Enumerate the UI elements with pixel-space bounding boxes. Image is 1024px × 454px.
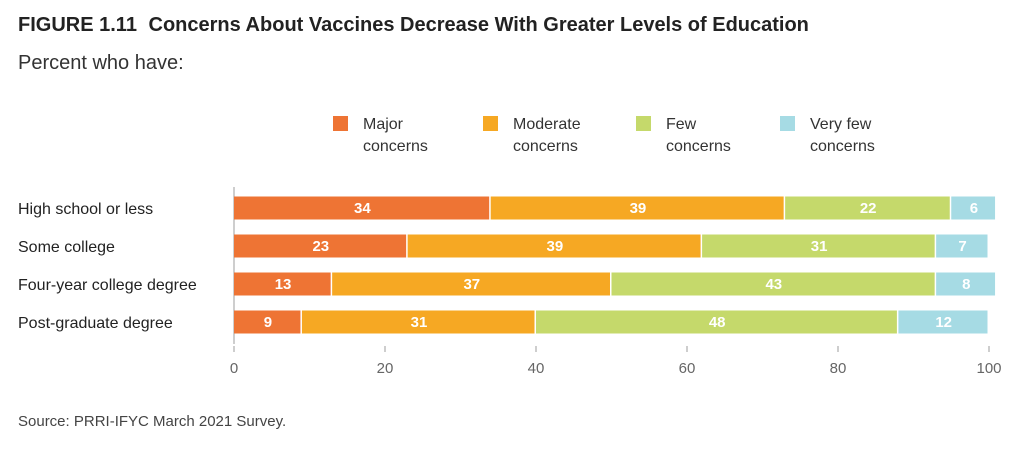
x-tick-label-60: 60 [679, 360, 696, 377]
bar-label-few-concerns-post-graduate-degree: 48 [709, 314, 726, 331]
bar-moderate-concerns-post-graduate-degree [301, 310, 535, 334]
x-tick-label-20: 20 [377, 360, 394, 377]
bar-moderate-concerns-some-college [407, 234, 701, 258]
bar-moderate-concerns-high-school-or-less [490, 196, 784, 220]
bar-very-few-concerns-post-graduate-degree [898, 310, 988, 334]
bar-major-concerns-post-graduate-degree [234, 310, 301, 334]
category-label-high-school-or-less: High school or less [18, 201, 153, 218]
bar-few-concerns-some-college [702, 234, 935, 258]
category-label-four-year-college-degree: Four-year college degree [18, 277, 197, 294]
bar-label-moderate-concerns-high-school-or-less: 39 [630, 200, 647, 217]
bar-label-very-few-concerns-some-college: 7 [958, 238, 966, 255]
legend-label-moderate-concerns: concerns [513, 138, 578, 155]
source-note: Source: PRRI-IFYC March 2021 Survey. [18, 413, 287, 430]
bar-major-concerns-high-school-or-less [234, 196, 490, 220]
bar-label-moderate-concerns-post-graduate-degree: 31 [411, 314, 428, 331]
bar-label-moderate-concerns-some-college: 39 [547, 238, 564, 255]
bar-label-few-concerns-four-year-college-degree: 43 [765, 276, 782, 293]
bar-few-concerns-high-school-or-less [785, 196, 950, 220]
figure-number: FIGURE 1.11 [18, 14, 137, 36]
bar-few-concerns-four-year-college-degree [611, 272, 935, 296]
bar-label-very-few-concerns-post-graduate-degree: 12 [935, 314, 952, 331]
legend-swatch-moderate-concerns [483, 116, 498, 131]
bar-major-concerns-four-year-college-degree [234, 272, 331, 296]
category-label-some-college: Some college [18, 239, 115, 256]
figure-title: Concerns About Vaccines Decrease With Gr… [148, 14, 809, 36]
bar-major-concerns-some-college [234, 234, 407, 258]
bar-label-very-few-concerns-four-year-college-degree: 8 [962, 276, 970, 293]
bar-label-major-concerns-high-school-or-less: 34 [354, 200, 371, 217]
legend-label-few-concerns: Few [666, 116, 697, 133]
legend-label-major-concerns: concerns [363, 138, 428, 155]
legend-label-moderate-concerns: Moderate [513, 116, 581, 133]
bar-very-few-concerns-some-college [936, 234, 988, 258]
legend-label-major-concerns: Major [363, 116, 404, 133]
bar-label-major-concerns-four-year-college-degree: 13 [275, 276, 292, 293]
bar-label-very-few-concerns-high-school-or-less: 6 [970, 200, 978, 217]
bar-moderate-concerns-four-year-college-degree [332, 272, 610, 296]
bar-label-few-concerns-high-school-or-less: 22 [860, 200, 877, 217]
bar-label-major-concerns-post-graduate-degree: 9 [264, 314, 272, 331]
bar-very-few-concerns-high-school-or-less [951, 196, 996, 220]
bar-label-few-concerns-some-college: 31 [811, 238, 828, 255]
x-tick-label-40: 40 [528, 360, 545, 377]
stacked-bar-chart: Major concerns Moderate concerns Few concerns… [18, 116, 1002, 377]
x-tick-label-0: 0 [230, 360, 238, 377]
legend-label-very-few-concerns: Very few [810, 116, 872, 133]
legend-label-very-few-concerns: concerns [810, 138, 875, 155]
legend-swatch-very-few-concerns [780, 116, 795, 131]
legend-label-few-concerns: concerns [666, 138, 731, 155]
x-tick-label-100: 100 [976, 360, 1001, 377]
legend-swatch-few-concerns [636, 116, 651, 131]
chart-title: FIGURE 1.11 Concerns About Vaccines Decr… [18, 14, 809, 37]
bar-label-moderate-concerns-four-year-college-degree: 37 [463, 276, 480, 293]
category-label-post-graduate-degree: Post-graduate degree [18, 315, 173, 332]
bar-very-few-concerns-four-year-college-degree [936, 272, 996, 296]
bar-label-major-concerns-some-college: 23 [312, 238, 329, 255]
x-tick-label-80: 80 [830, 360, 847, 377]
bar-few-concerns-post-graduate-degree [536, 310, 897, 334]
chart-subtitle: Percent who have: [18, 52, 184, 74]
legend-swatch-major-concerns [333, 116, 348, 131]
